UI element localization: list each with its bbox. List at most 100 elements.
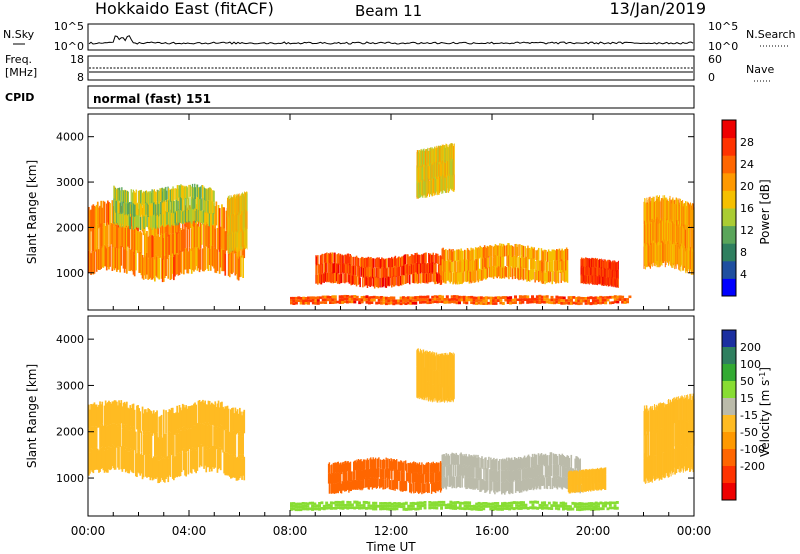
heatmap-cell [521,298,525,301]
heatmap-cell [510,255,513,267]
heatmap-cell [342,264,344,274]
heatmap-cell [127,429,129,452]
heatmap-cell [399,266,401,277]
heatmap-cell [112,401,115,424]
heatmap-cell [574,485,576,493]
heatmap-cell [113,185,115,199]
heatmap-cell [338,274,341,285]
heatmap-cell [437,481,439,492]
heatmap-cell [402,275,405,285]
heatmap-cell [357,275,360,285]
heatmap-cell [131,249,134,272]
heatmap-cell [458,475,460,487]
heatmap-cell [350,275,352,286]
heatmap-cell [386,469,388,479]
heatmap-cell [449,464,451,476]
heatmap-cell [582,299,586,303]
heatmap-cell [428,506,432,510]
heatmap-cell [146,455,148,478]
heatmap-cell [335,462,337,473]
heatmap-cell [396,478,398,489]
colorbar-tick-label: 20 [740,180,754,193]
heatmap-cell [239,454,241,479]
heatmap-cell [132,214,134,226]
heatmap-cell [400,505,404,509]
heatmap-cell [318,504,321,508]
heatmap-cell [324,301,328,304]
heatmap-cell [516,257,518,268]
heatmap-cell [605,260,607,269]
nsky-frame [87,23,695,51]
heatmap-cell [441,300,444,304]
heatmap-cell [141,255,144,279]
heatmap-cell [397,276,399,287]
heatmap-cell [194,402,196,426]
y-tick-label: 1000 [56,267,84,280]
heatmap-cell [368,479,370,490]
heatmap-cell [163,214,166,227]
heatmap-cell [179,453,182,476]
heatmap-cell [559,251,562,262]
heatmap-cell [128,214,130,226]
heatmap-cell [355,295,359,299]
heatmap-cell [117,200,119,213]
heatmap-cell [329,296,332,299]
heatmap-cell [318,265,321,275]
heatmap-cell [445,260,447,273]
heatmap-cell [512,470,515,482]
heatmap-cell [340,273,342,284]
heatmap-cell [515,469,518,480]
heatmap-cell [514,267,516,279]
heatmap-cell [113,423,116,447]
heatmap-cell [329,272,332,283]
heatmap-cell [150,235,153,258]
heatmap-cell [398,256,400,267]
heatmap-cell [331,483,334,493]
heatmap-cell [122,246,125,269]
heatmap-cell [583,274,584,282]
heatmap-cell [320,254,323,265]
heatmap-cell [139,251,142,273]
heatmap-cell [363,469,365,480]
heatmap-cell [599,295,603,299]
heatmap-cell [548,261,551,273]
heatmap-cell [402,472,404,482]
heatmap-cell [162,191,164,203]
heatmap-cell [237,413,240,436]
heatmap-cell [518,298,522,302]
heatmap-cell [207,188,210,201]
heatmap-cell [477,454,479,467]
heatmap-cell [392,461,394,471]
heatmap-cell [212,403,214,425]
heatmap-cell [475,508,479,511]
heatmap-cell [184,186,186,199]
heatmap-cell [207,422,210,446]
heatmap-cell [499,243,501,255]
heatmap-cell [529,500,533,504]
heatmap-cell [183,197,185,211]
heatmap-cell [352,480,354,490]
heatmap-cell [453,158,455,175]
heatmap-cell [136,453,138,477]
heatmap-cell [445,465,448,478]
heatmap-cell [606,278,608,287]
heatmap-cell [443,475,446,487]
heatmap-cell [480,269,482,281]
heatmap-cell [155,233,157,255]
heatmap-cell [388,469,391,480]
heatmap-cell [211,225,213,246]
heatmap-cell [145,431,147,455]
heatmap-cell [221,248,223,272]
heatmap-cell [375,296,379,299]
heatmap-cell [365,300,369,304]
heatmap-cell [330,263,333,274]
heatmap-cell [214,228,217,251]
heatmap-cell [366,458,369,468]
heatmap-cell [121,406,124,429]
heatmap-cell [114,186,116,199]
heatmap-cell [417,264,419,275]
heatmap-cell [471,455,473,467]
heatmap-cell [135,454,137,477]
heatmap-cell [114,212,116,225]
heatmap-cell [138,232,140,253]
